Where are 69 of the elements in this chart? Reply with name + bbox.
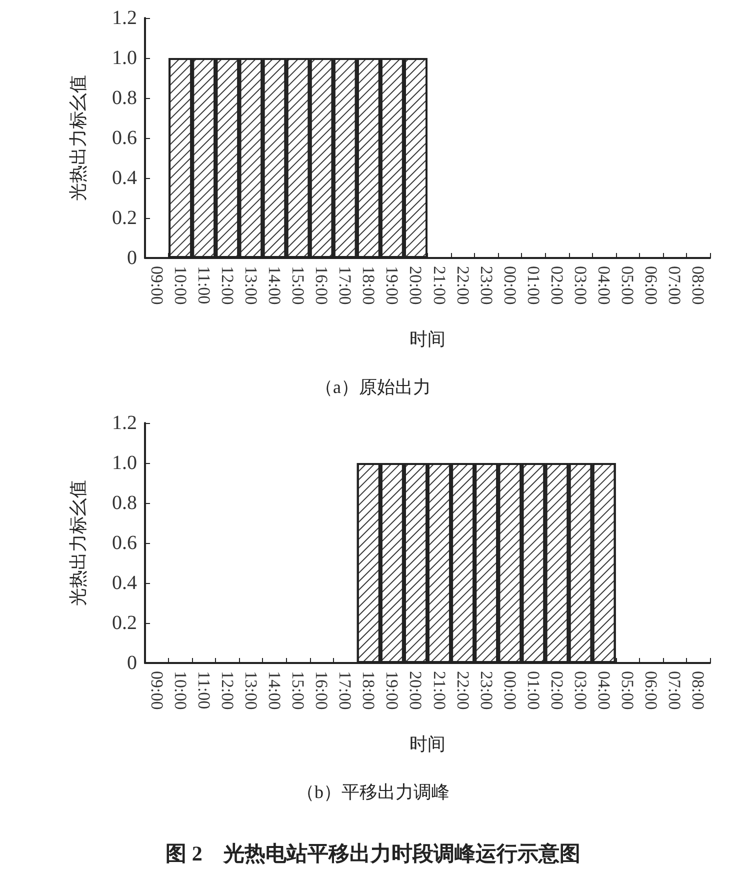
x-tick-label: 18:00 bbox=[359, 671, 378, 710]
x-tick-label: 18:00 bbox=[359, 266, 378, 305]
x-tick-label: 08:00 bbox=[688, 671, 708, 710]
x-tick-label: 22:00 bbox=[453, 671, 472, 710]
x-tick-label: 22:00 bbox=[453, 266, 472, 305]
y-axis-title: 光热出力标幺值 bbox=[68, 480, 88, 606]
x-tick-label: 16:00 bbox=[312, 671, 332, 710]
x-tick-label: 13:00 bbox=[241, 266, 260, 305]
caption: 图 2 光热电站平移出力时段调峰运行示意图 bbox=[166, 842, 580, 866]
x-tick-label: 05:00 bbox=[618, 671, 638, 710]
x-tick-label: 14:00 bbox=[264, 266, 284, 305]
x-tick-label: 02:00 bbox=[547, 266, 566, 305]
x-tick-label: 06:00 bbox=[642, 671, 661, 710]
x-tick-label: 04:00 bbox=[594, 266, 614, 305]
x-tick-label: 10:00 bbox=[170, 671, 190, 710]
x-tick-label: 15:00 bbox=[288, 266, 308, 305]
x-tick-label: 13:00 bbox=[241, 671, 260, 710]
x-tick-label: 11:00 bbox=[194, 671, 214, 710]
x-tick-label: 09:00 bbox=[147, 671, 166, 710]
x-tick-label: 05:00 bbox=[618, 266, 638, 305]
x-axis-title: 时间 bbox=[410, 329, 446, 349]
y-tick-label: 0.6 bbox=[112, 532, 137, 554]
x-tick-label: 02:00 bbox=[547, 671, 566, 710]
y-tick-label: 1.2 bbox=[112, 412, 137, 434]
y-tick-label: 0 bbox=[127, 652, 137, 674]
y-tick-label: 0.8 bbox=[112, 87, 137, 109]
x-tick-label: 08:00 bbox=[688, 266, 708, 305]
x-tick-label: 01:00 bbox=[524, 671, 543, 710]
x-tick-label: 00:00 bbox=[500, 671, 520, 710]
x-tick-label: 20:00 bbox=[406, 671, 426, 710]
y-tick-label: 0.2 bbox=[112, 207, 137, 229]
y-tick-label: 1.0 bbox=[112, 452, 137, 474]
x-tick-label: 12:00 bbox=[218, 266, 237, 305]
text: （a）原始出力 bbox=[315, 377, 432, 397]
y-tick-label: 0.6 bbox=[112, 127, 137, 149]
x-axis-title: 时间 bbox=[410, 734, 446, 754]
x-tick-label: 21:00 bbox=[430, 671, 449, 710]
y-tick-label: 0.8 bbox=[112, 492, 137, 514]
x-tick-label: 23:00 bbox=[476, 671, 496, 710]
x-tick-label: 20:00 bbox=[406, 266, 426, 305]
x-tick-label: 17:00 bbox=[336, 671, 355, 710]
x-tick-label: 12:00 bbox=[218, 671, 237, 710]
y-tick-label: 0.2 bbox=[112, 612, 137, 634]
y-tick-label: 0 bbox=[127, 247, 137, 269]
y-tick-label: 0.4 bbox=[112, 167, 137, 189]
x-tick-label: 19:00 bbox=[382, 266, 402, 305]
x-tick-label: 09:00 bbox=[147, 266, 166, 305]
y-tick-label: 0.4 bbox=[112, 572, 137, 594]
x-tick-label: 10:00 bbox=[170, 266, 190, 305]
x-tick-label: 19:00 bbox=[382, 671, 402, 710]
x-tick-label: 21:00 bbox=[430, 266, 449, 305]
x-tick-label: 01:00 bbox=[524, 266, 543, 305]
x-tick-label: 14:00 bbox=[264, 671, 284, 710]
text: （b）平移出力调峰 bbox=[296, 782, 450, 802]
x-tick-label: 07:00 bbox=[665, 671, 684, 710]
x-tick-label: 00:00 bbox=[500, 266, 520, 305]
x-tick-label: 03:00 bbox=[571, 266, 590, 305]
x-tick-label: 06:00 bbox=[642, 266, 661, 305]
y-tick-label: 1.0 bbox=[112, 47, 137, 69]
x-tick-label: 04:00 bbox=[594, 671, 614, 710]
y-tick-label: 1.2 bbox=[112, 7, 137, 29]
y-axis-title: 光热出力标幺值 bbox=[68, 75, 88, 201]
x-tick-label: 11:00 bbox=[194, 266, 214, 304]
x-tick-label: 15:00 bbox=[288, 671, 308, 710]
x-tick-label: 07:00 bbox=[665, 266, 684, 305]
x-tick-label: 03:00 bbox=[571, 671, 590, 710]
x-tick-label: 16:00 bbox=[312, 266, 332, 305]
x-tick-label: 17:00 bbox=[336, 266, 355, 305]
x-tick-label: 23:00 bbox=[476, 266, 496, 305]
